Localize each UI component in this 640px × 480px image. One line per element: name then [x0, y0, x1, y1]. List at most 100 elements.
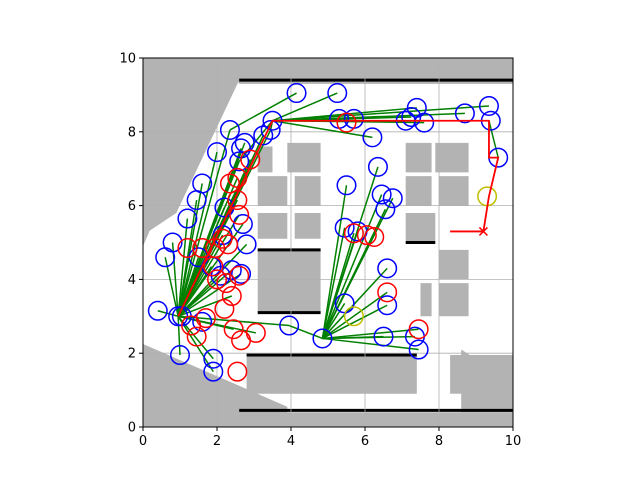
roadmap-edge: [272, 119, 373, 139]
x-tick-label: 2: [213, 434, 221, 449]
obstacle-region: [224, 58, 513, 84]
roadmap-edge: [322, 291, 388, 340]
node-olive-marker: [343, 306, 364, 327]
y-tick-label: 6: [128, 199, 136, 214]
node-red-marker: [207, 269, 227, 290]
node-red-marker: [245, 322, 266, 343]
roadmap-edge: [322, 328, 419, 340]
node-red-marker: [229, 204, 250, 225]
roadmap-edge: [488, 120, 499, 158]
x-tick-label: 4: [287, 434, 295, 449]
obstacle-region: [450, 355, 513, 394]
node-blue-marker: [219, 119, 240, 140]
y-tick-label: 10: [119, 52, 136, 67]
goal-x-marker: [478, 226, 488, 236]
obstacle-region: [439, 249, 469, 280]
node-blue-marker: [312, 328, 333, 349]
roadmap-edge: [322, 335, 415, 340]
node-blue-marker: [260, 119, 281, 140]
node-blue-marker: [177, 208, 198, 229]
roadmap-edge: [229, 92, 297, 131]
node-blue-marker: [253, 125, 274, 146]
obstacle-region: [439, 283, 469, 317]
node-blue-marker: [229, 151, 250, 172]
y-tick-label: 2: [128, 347, 136, 362]
node-blue-marker: [155, 247, 176, 268]
node-blue-marker: [286, 83, 307, 104]
y-tick-label: 8: [128, 125, 136, 140]
node-blue-marker: [382, 188, 403, 209]
node-red-marker: [177, 238, 198, 259]
x-tick-label: 8: [435, 434, 443, 449]
node-blue-marker: [373, 326, 394, 347]
node-blue-marker: [207, 142, 227, 163]
obstacle-region: [405, 142, 432, 173]
roadmap-edge: [321, 194, 383, 339]
node-blue-marker: [336, 175, 357, 196]
node-blue-marker: [186, 190, 207, 211]
node-red-marker: [356, 225, 377, 246]
roadmap-edge: [272, 105, 490, 122]
roadmap-edge: [321, 233, 355, 339]
node-blue-marker: [408, 339, 429, 360]
node-blue-marker: [231, 263, 252, 284]
node-blue-marker: [279, 315, 300, 336]
obstacle-layer: [143, 58, 513, 427]
node-red-marker: [219, 173, 240, 194]
node-red-marker: [227, 167, 248, 188]
node-blue-marker: [454, 103, 475, 124]
node-red-marker: [229, 265, 250, 286]
obstacle-region: [257, 146, 273, 173]
node-red-marker: [377, 282, 398, 303]
node-blue-marker: [170, 345, 190, 366]
node-red-marker: [218, 234, 239, 255]
node-red-marker: [221, 286, 242, 307]
obstacle-region: [257, 212, 288, 239]
obstacle-region: [257, 249, 321, 313]
obstacle-region: [294, 212, 321, 239]
node-red-marker: [227, 190, 248, 211]
node-red-marker: [203, 256, 224, 277]
axes-frame: [142, 57, 514, 428]
node-red-marker: [216, 273, 237, 294]
roadmap-edge: [321, 227, 346, 339]
node-blue-marker: [367, 156, 388, 177]
node-red-marker: [364, 226, 385, 247]
roadmap-edge: [157, 310, 179, 318]
node-layer: [147, 83, 509, 382]
node-blue-marker: [377, 295, 398, 316]
node-blue-marker: [203, 361, 224, 382]
obstacle-region: [420, 283, 432, 317]
node-blue-marker: [232, 214, 253, 235]
wall-layer: [239, 78, 513, 412]
x-tick-label: 0: [139, 434, 147, 449]
node-blue-marker: [147, 300, 168, 321]
node-blue-marker: [375, 199, 396, 220]
roadmap-edge: [321, 267, 388, 339]
node-blue-marker: [478, 95, 499, 116]
node-blue-marker: [377, 258, 398, 279]
roadmap-edge: [321, 197, 394, 339]
obstacle-region: [435, 142, 469, 173]
obstacle-region: [405, 212, 436, 243]
roadmap-edge: [177, 199, 198, 317]
obstacle-region: [405, 176, 432, 206]
obstacle-region: [439, 176, 469, 206]
node-red-marker: [181, 315, 202, 336]
obstacle-region: [257, 176, 288, 206]
obstacle-region: [143, 58, 240, 236]
node-blue-marker: [362, 127, 383, 148]
node-blue-marker: [203, 348, 224, 369]
node-blue-marker: [371, 184, 392, 205]
roadmap-edge: [272, 92, 338, 122]
planned-path: [177, 119, 500, 317]
node-red-marker: [336, 112, 357, 133]
roadmap-edge: [322, 304, 388, 340]
node-red-marker: [223, 319, 244, 340]
roadmap-edge: [177, 218, 189, 317]
roadmap-edge: [321, 185, 348, 339]
node-red-marker: [408, 319, 429, 340]
node-red-marker: [343, 223, 364, 244]
path-layer: [177, 119, 500, 317]
